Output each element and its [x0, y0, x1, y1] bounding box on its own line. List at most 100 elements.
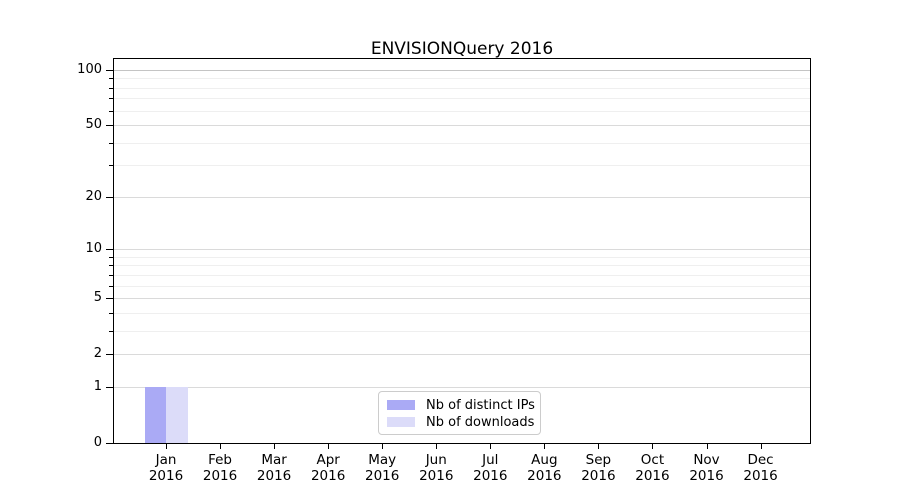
- x-tick-year: 2016: [148, 467, 184, 484]
- x-tick-month: Aug: [531, 452, 558, 468]
- y-tick-label: 2: [93, 346, 102, 362]
- legend-label: Nb of distinct IPs: [426, 397, 535, 413]
- x-tick-month: Sep: [585, 452, 612, 468]
- x-tick-label: May 2016: [352, 452, 412, 484]
- y-minor-gridline: [114, 87, 810, 89]
- x-tick-year: 2016: [256, 467, 292, 484]
- x-tick-year: 2016: [743, 467, 778, 484]
- y-minor-gridline: [114, 285, 810, 287]
- x-tick: [220, 444, 222, 449]
- y-major-tick: [106, 443, 113, 444]
- x-tick: [760, 444, 762, 449]
- bar-nb-of-distinct-ips: [144, 386, 166, 443]
- y-minor-gridline: [114, 165, 810, 167]
- legend-swatch: [387, 417, 415, 427]
- y-major-tick: [106, 298, 113, 300]
- x-tick-month: Apr: [316, 452, 340, 468]
- x-tick-label: Jan 2016: [136, 452, 196, 484]
- x-tick: [544, 444, 546, 449]
- y-minor-tick: [109, 78, 113, 80]
- y-major-tick: [106, 249, 113, 251]
- y-tick-label: 20: [85, 188, 102, 204]
- x-tick: [328, 444, 330, 449]
- x-tick-label: Oct 2016: [622, 452, 682, 484]
- plot-left-spine: [113, 58, 115, 444]
- y-minor-gridline: [114, 110, 810, 112]
- y-minor-tick: [109, 265, 113, 267]
- x-tick-year: 2016: [689, 467, 724, 484]
- chart-title: ENVISIONQuery 2016: [370, 39, 554, 59]
- x-tick-month: Dec: [747, 452, 774, 468]
- x-tick: [598, 444, 600, 449]
- x-tick: [652, 444, 654, 449]
- y-minor-tick: [109, 110, 113, 112]
- y-major-gridline: [114, 69, 810, 71]
- x-tick: [436, 444, 438, 449]
- x-tick-month: Jan: [155, 452, 177, 468]
- y-minor-gridline: [114, 312, 810, 314]
- y-major-gridline: [114, 298, 810, 300]
- x-tick: [382, 444, 384, 449]
- y-major-tick: [106, 196, 113, 198]
- x-tick-label: Aug 2016: [514, 452, 574, 484]
- y-minor-gridline: [114, 256, 810, 258]
- y-minor-tick: [109, 165, 113, 167]
- y-tick-label: 10: [85, 241, 102, 257]
- legend: Nb of distinct IPs Nb of downloads: [378, 391, 541, 435]
- y-minor-tick: [109, 98, 113, 100]
- x-tick-label: Dec 2016: [731, 452, 791, 484]
- x-tick-month: Jul: [482, 452, 499, 468]
- x-tick: [274, 444, 276, 449]
- y-major-gridline: [114, 354, 810, 356]
- x-tick-year: 2016: [581, 467, 616, 484]
- x-tick-label: Feb 2016: [190, 452, 250, 484]
- y-major-gridline: [114, 196, 810, 198]
- plot-top-spine: [113, 58, 811, 60]
- x-tick-year: 2016: [365, 467, 400, 484]
- y-tick-label: 5: [93, 290, 102, 306]
- x-tick-label: Apr 2016: [298, 452, 358, 484]
- y-minor-tick: [109, 330, 113, 332]
- x-tick-month: Jun: [425, 452, 447, 468]
- x-tick: [706, 444, 708, 449]
- y-major-tick: [106, 69, 113, 71]
- y-minor-tick: [109, 256, 113, 258]
- y-major-tick: [106, 354, 113, 356]
- x-tick-month: May: [368, 452, 397, 468]
- y-minor-tick: [109, 312, 113, 314]
- x-tick-month: Nov: [693, 452, 720, 468]
- x-tick-year: 2016: [310, 467, 346, 484]
- legend-swatch: [387, 400, 415, 410]
- x-tick: [166, 444, 167, 449]
- y-major-tick: [106, 386, 113, 388]
- y-minor-tick: [109, 285, 113, 287]
- y-major-gridline: [114, 125, 810, 127]
- y-major-gridline: [114, 249, 810, 251]
- legend-label: Nb of downloads: [426, 414, 535, 430]
- x-tick-year: 2016: [202, 467, 238, 484]
- x-tick-label: Sep 2016: [568, 452, 628, 484]
- y-minor-tick: [109, 274, 113, 276]
- x-tick-year: 2016: [527, 467, 562, 484]
- plot-bottom-spine: [113, 443, 811, 445]
- y-major-gridline: [114, 386, 810, 388]
- legend-entry: Nb of downloads: [387, 414, 540, 430]
- y-minor-gridline: [114, 78, 810, 80]
- x-tick-label: Nov 2016: [677, 452, 737, 484]
- x-tick-label: Jun 2016: [406, 452, 466, 484]
- y-minor-gridline: [114, 98, 810, 100]
- legend-entry: Nb of distinct IPs: [387, 397, 540, 413]
- y-tick-label: 1: [93, 378, 102, 394]
- x-tick-month: Mar: [261, 452, 287, 468]
- bar-nb-of-downloads: [166, 386, 188, 443]
- y-tick-label: 100: [77, 61, 102, 77]
- x-tick-year: 2016: [419, 467, 454, 484]
- x-tick-year: 2016: [635, 467, 670, 484]
- y-minor-gridline: [114, 330, 810, 332]
- y-major-tick: [106, 125, 113, 127]
- y-tick-label: 0: [93, 435, 102, 450]
- x-tick-label: Mar 2016: [244, 452, 304, 484]
- plot-right-spine: [810, 58, 812, 444]
- y-minor-gridline: [114, 265, 810, 267]
